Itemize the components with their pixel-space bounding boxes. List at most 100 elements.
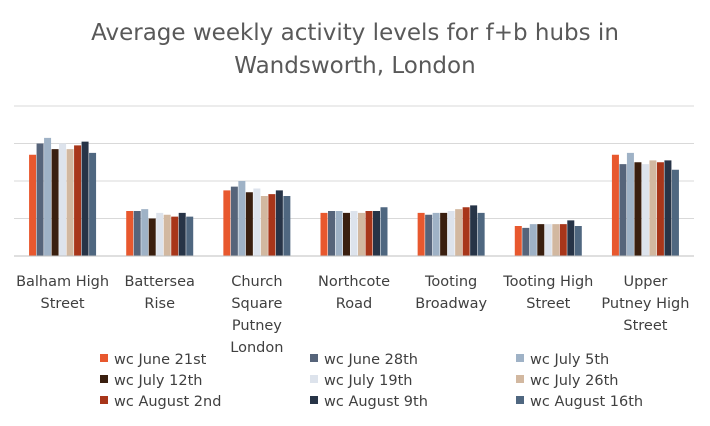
bar-6-6	[656, 162, 664, 256]
bar-0-7	[81, 141, 89, 257]
bar-2-7	[275, 190, 283, 257]
category-label-line: Church	[231, 274, 282, 290]
bar-2-3	[245, 192, 253, 256]
bar-5-5	[552, 224, 560, 257]
legend-label-3: wc July 12th	[114, 373, 202, 389]
category-label-line: Broadway	[415, 296, 487, 312]
category-label-2: Church Square Putney London	[230, 274, 283, 356]
bar-5-1	[522, 227, 530, 257]
legend: wc June 21st wc June 28th wc July 5th wc Ju…	[100, 352, 643, 410]
legend-label-7: wc August 9th	[324, 394, 428, 410]
category-label-4: Tooting Broadway	[415, 274, 487, 312]
category-label-line: Putney	[232, 318, 282, 334]
legend-label-1: wc June 28th	[324, 352, 418, 368]
bar-6-5	[649, 160, 657, 257]
bar-4-6	[462, 207, 470, 256]
bar-3-8	[380, 207, 388, 256]
legend-swatch-5	[516, 375, 524, 383]
bar-3-3	[343, 212, 350, 257]
bar-3-0	[320, 212, 328, 257]
bar-6-3	[634, 162, 642, 256]
legend-label-4: wc July 19th	[324, 373, 412, 389]
bar-5-8	[574, 226, 582, 256]
category-label-1: Battersea Rise	[124, 274, 194, 312]
bar-2-6	[268, 194, 276, 257]
category-label-line: London	[230, 340, 283, 356]
category-label-6: Upper Putney High Street	[601, 274, 689, 334]
category-label-line: Street	[41, 296, 85, 312]
bar-5-7	[567, 220, 575, 257]
bar-2-8	[283, 196, 291, 256]
bar-2-5	[260, 196, 268, 256]
bar-1-1	[133, 211, 141, 256]
category-labels: Balham High Street Battersea Rise Church Squa…	[16, 274, 689, 356]
bar-3-2	[335, 211, 343, 256]
category-label-line: Battersea	[124, 274, 194, 290]
category-label-line: Balham High	[16, 274, 109, 290]
bar-1-2	[141, 209, 149, 257]
legend-swatch-4	[310, 375, 318, 383]
legend-swatch-8	[516, 396, 524, 404]
bar-2-4	[253, 188, 261, 256]
bar-5-6	[559, 224, 567, 257]
chart-title-line-2: Wandsworth, London	[234, 53, 475, 79]
category-label-line: Square	[231, 296, 282, 312]
legend-swatch-1	[310, 354, 318, 362]
legend-swatch-3	[100, 375, 108, 383]
bar-4-4	[447, 211, 455, 256]
legend-label-6: wc August 2nd	[114, 394, 221, 410]
bar-5-4	[544, 224, 552, 257]
bar-0-0	[29, 154, 37, 256]
bar-4-7	[470, 205, 478, 257]
bar-1-4	[156, 212, 164, 257]
chart-title-line-1: Average weekly activity levels for f+b h…	[91, 20, 619, 46]
bar-0-2	[44, 137, 52, 257]
bar-4-1	[425, 214, 433, 256]
bar-6-1	[619, 164, 627, 257]
bar-0-4	[59, 143, 67, 256]
legend-label-2: wc July 5th	[530, 352, 609, 368]
category-label-line: Street	[526, 296, 570, 312]
category-label-line: Upper	[623, 274, 667, 290]
bar-1-3	[148, 218, 156, 256]
category-label-line: Tooting High	[502, 274, 593, 290]
category-label-line: Putney High	[601, 296, 689, 312]
category-label-line: Road	[336, 296, 372, 312]
category-label-0: Balham High Street	[16, 274, 109, 312]
bar-1-7	[178, 212, 186, 257]
bar-2-0	[223, 190, 231, 257]
bar-1-0	[126, 211, 134, 256]
bar-0-8	[89, 152, 97, 257]
bar-0-5	[66, 149, 74, 257]
category-label-5: Tooting High Street	[502, 274, 593, 312]
bar-4-2	[432, 212, 440, 257]
legend-label-5: wc July 26th	[530, 373, 618, 389]
bar-0-3	[51, 149, 59, 257]
legend-swatch-6	[100, 396, 108, 404]
bar-2-2	[238, 181, 246, 256]
category-label-line: Street	[623, 318, 667, 334]
bar-1-8	[186, 216, 194, 257]
bar-3-5	[358, 212, 365, 257]
legend-label-8: wc August 16th	[530, 394, 643, 410]
bar-0-1	[36, 143, 44, 256]
legend-swatch-0	[100, 354, 108, 362]
gridlines	[14, 105, 694, 219]
bar-1-6	[171, 216, 179, 257]
legend-label-0: wc June 21st	[114, 352, 207, 368]
category-label-line: Northcote	[318, 274, 390, 290]
bar-3-7	[373, 211, 380, 256]
bar-6-2	[626, 152, 634, 257]
bar-4-0	[417, 212, 425, 257]
legend-swatch-2	[516, 354, 524, 362]
category-label-3: Northcote Road	[318, 274, 390, 312]
bar-5-2	[529, 224, 537, 257]
bar-4-8	[477, 212, 485, 257]
bar-2-1	[230, 186, 238, 257]
bar-3-1	[328, 211, 335, 256]
legend-swatch-7	[310, 396, 318, 404]
bar-6-4	[641, 164, 649, 257]
category-label-line: Tooting	[424, 274, 477, 290]
bar-4-3	[440, 212, 448, 257]
